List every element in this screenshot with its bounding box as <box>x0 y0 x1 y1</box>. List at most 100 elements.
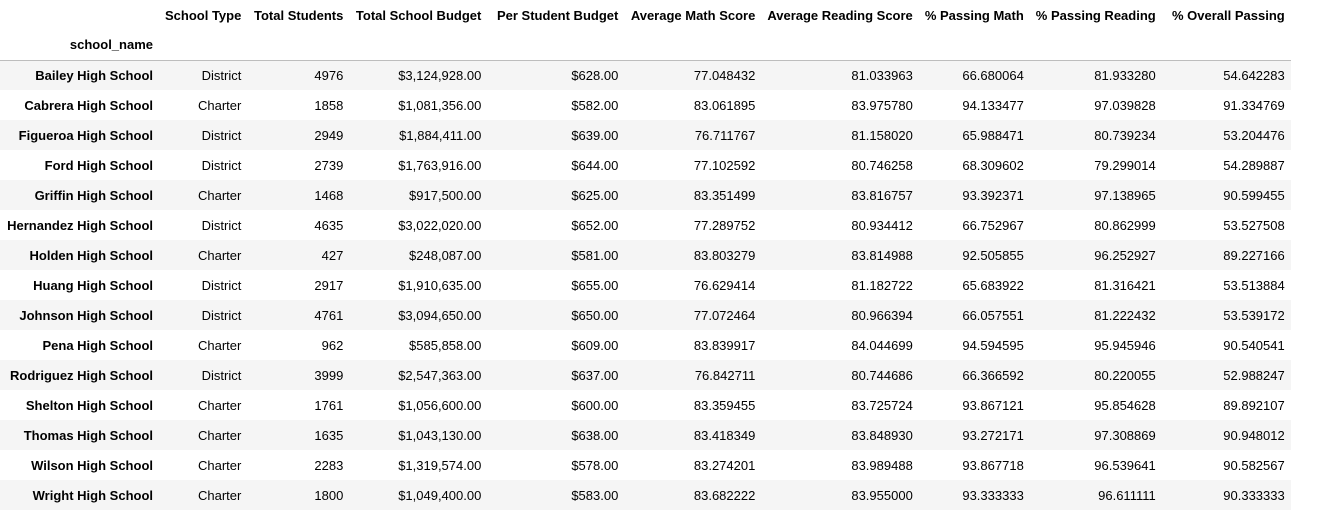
cell-pct-passing-reading: 81.316421 <box>1094 277 1156 293</box>
cell-average-math-score: 83.274201 <box>693 457 756 473</box>
cell-total-students: 962 <box>321 337 344 353</box>
cell-school-type: District <box>201 277 242 293</box>
cell-average-reading-score: 80.966394 <box>851 307 913 323</box>
cell-pct-passing-math: 66.366592 <box>962 367 1024 383</box>
cell-average-math-score: 76.629414 <box>693 277 756 293</box>
column-header-total-school-budget: Total School Budget <box>355 7 482 23</box>
cell-pct-passing-math: 94.594595 <box>962 337 1024 353</box>
cell-pct-passing-reading: 97.308869 <box>1094 427 1156 443</box>
cell-pct-passing-math: 66.752967 <box>962 217 1024 233</box>
cell-average-reading-score: 83.725724 <box>851 397 913 413</box>
cell-pct-passing-reading: 95.945946 <box>1094 337 1156 353</box>
cell-average-math-score: 83.061895 <box>693 97 756 113</box>
table-row: Wilson High School Charter 2283 $1,319,574.… <box>0 450 1291 480</box>
row-label-school-name: Shelton High School <box>25 397 153 413</box>
index-header-blank-cell <box>918 30 1030 61</box>
cell-per-student-budget: $638.00 <box>571 427 619 443</box>
table-row: Holden High School Charter 427 $248,087.00 $… <box>0 240 1291 270</box>
column-header-per-student-budget: Per Student Budget <box>496 7 619 23</box>
cell-average-reading-score: 81.033963 <box>851 67 913 83</box>
cell-per-student-budget: $652.00 <box>571 217 619 233</box>
cell-total-school-budget: $585,858.00 <box>409 337 482 353</box>
cell-average-math-score: 83.803279 <box>693 247 756 263</box>
cell-pct-passing-math: 66.680064 <box>962 67 1024 83</box>
cell-pct-overall-passing: 90.948012 <box>1223 427 1285 443</box>
row-label-school-name: Rodriguez High School <box>10 367 153 383</box>
cell-pct-passing-reading: 96.611111 <box>1098 487 1156 503</box>
row-label-school-name: Johnson High School <box>19 307 153 323</box>
cell-per-student-budget: $650.00 <box>571 307 619 323</box>
cell-pct-passing-math: 65.988471 <box>962 127 1024 143</box>
cell-per-student-budget: $600.00 <box>571 397 619 413</box>
cell-average-reading-score: 83.814988 <box>851 247 913 263</box>
column-header-total-students: Total Students <box>254 7 344 23</box>
cell-average-math-score: 77.102592 <box>693 157 756 173</box>
cell-total-students: 1635 <box>314 427 344 443</box>
table-row: Thomas High School Charter 1635 $1,043,130.… <box>0 420 1291 450</box>
cell-pct-passing-math: 93.272171 <box>962 427 1024 443</box>
cell-pct-overall-passing: 91.334769 <box>1223 97 1285 113</box>
cell-pct-passing-math: 93.333333 <box>962 487 1024 503</box>
cell-average-reading-score: 80.746258 <box>851 157 913 173</box>
index-header-blank-cell <box>487 30 625 61</box>
cell-total-school-budget: $3,124,928.00 <box>398 67 482 83</box>
cell-total-school-budget: $248,087.00 <box>409 247 482 263</box>
index-header-row: school_name <box>0 30 1291 61</box>
cell-average-reading-score: 81.158020 <box>851 127 913 143</box>
cell-pct-passing-math: 94.133477 <box>962 97 1024 113</box>
cell-pct-overall-passing: 89.892107 <box>1223 397 1285 413</box>
cell-average-math-score: 83.359455 <box>693 397 756 413</box>
school-summary-table: School Type Total Students Total School Bu… <box>0 0 1291 510</box>
cell-pct-passing-math: 66.057551 <box>962 307 1024 323</box>
table-row: Wright High School Charter 1800 $1,049,400.… <box>0 480 1291 510</box>
cell-per-student-budget: $639.00 <box>571 127 619 143</box>
cell-school-type: District <box>201 367 242 383</box>
cell-total-students: 1761 <box>314 397 344 413</box>
cell-total-school-budget: $1,910,635.00 <box>398 277 482 293</box>
cell-per-student-budget: $637.00 <box>571 367 619 383</box>
row-label-school-name: Huang High School <box>33 277 153 293</box>
index-header-blank-cell <box>247 30 350 61</box>
cell-per-student-budget: $581.00 <box>571 247 619 263</box>
cell-school-type: Charter <box>197 487 242 503</box>
cell-average-reading-score: 83.989488 <box>851 457 913 473</box>
cell-pct-passing-math: 93.867121 <box>962 397 1024 413</box>
cell-average-math-score: 76.842711 <box>694 367 756 383</box>
cell-pct-overall-passing: 53.204476 <box>1223 127 1285 143</box>
cell-total-students: 3999 <box>314 367 344 383</box>
cell-average-reading-score: 83.848930 <box>851 427 913 443</box>
column-header-school-type: School Type <box>165 7 242 23</box>
cell-total-students: 1800 <box>314 487 344 503</box>
cell-school-type: District <box>201 217 242 233</box>
cell-school-type: District <box>201 307 242 323</box>
cell-pct-passing-reading: 96.539641 <box>1094 457 1156 473</box>
cell-pct-overall-passing: 90.582567 <box>1223 457 1285 473</box>
cell-total-school-budget: $2,547,363.00 <box>398 367 482 383</box>
index-header-blank-cell <box>761 30 919 61</box>
cell-pct-passing-math: 65.683922 <box>962 277 1024 293</box>
cell-average-math-score: 83.418349 <box>693 427 756 443</box>
cell-average-reading-score: 83.975780 <box>851 97 913 113</box>
cell-per-student-budget: $628.00 <box>571 67 619 83</box>
cell-school-type: District <box>201 127 242 143</box>
row-label-school-name: Thomas High School <box>23 427 153 443</box>
column-header-average-math-score: Average Math Score <box>630 7 756 23</box>
cell-pct-passing-reading: 81.933280 <box>1094 67 1156 83</box>
cell-school-type: Charter <box>197 397 242 413</box>
cell-pct-overall-passing: 54.642283 <box>1223 67 1285 83</box>
cell-total-students: 2283 <box>314 457 344 473</box>
index-header-blank-cell <box>159 30 248 61</box>
cell-pct-passing-reading: 80.220055 <box>1094 367 1156 383</box>
index-header-blank-cell <box>1161 30 1291 61</box>
table-row: Figueroa High School District 2949 $1,884,4… <box>0 120 1291 150</box>
cell-school-type: Charter <box>197 427 242 443</box>
cell-total-school-budget: $1,043,130.00 <box>398 427 482 443</box>
cell-per-student-budget: $578.00 <box>571 457 619 473</box>
row-label-school-name: Holden High School <box>29 247 154 263</box>
cell-total-students: 1468 <box>314 187 344 203</box>
index-header-blank-cell <box>624 30 762 61</box>
cell-total-school-budget: $1,319,574.00 <box>398 457 482 473</box>
cell-average-reading-score: 83.816757 <box>851 187 913 203</box>
cell-pct-passing-math: 92.505855 <box>962 247 1024 263</box>
corner-cell <box>0 0 159 30</box>
